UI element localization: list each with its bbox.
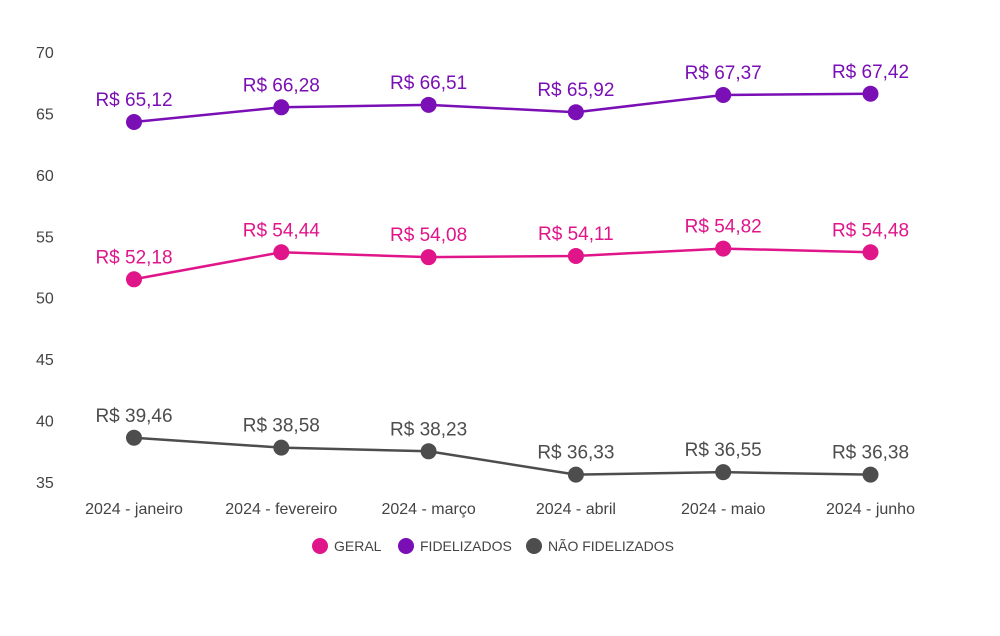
data-label: R$ 36,55 bbox=[685, 440, 762, 461]
data-label: R$ 54,82 bbox=[685, 217, 762, 238]
y-tick-label: 60 bbox=[36, 168, 54, 185]
y-tick-label: 35 bbox=[36, 475, 54, 492]
data-label: R$ 36,33 bbox=[537, 443, 614, 464]
data-point bbox=[420, 96, 437, 113]
y-axis: 70 65 60 55 50 45 40 35 bbox=[36, 45, 54, 492]
data-label: R$ 66,51 bbox=[390, 73, 467, 94]
data-point bbox=[273, 244, 290, 261]
x-axis: 2024 - janeiro 2024 - fevereiro 2024 - mar… bbox=[85, 501, 915, 518]
series-fidelizados: R$ 65,12 R$ 66,28 R$ 66,51 R$ 65,92 R$ 67,37… bbox=[95, 62, 909, 131]
data-point bbox=[420, 249, 437, 266]
x-tick-label: 2024 - janeiro bbox=[85, 501, 183, 518]
data-point bbox=[567, 466, 584, 483]
data-label: R$ 65,92 bbox=[537, 80, 614, 101]
series-layer: R$ 52,18 R$ 54,44 R$ 54,08 R$ 54,11 R$ 54,82… bbox=[95, 62, 909, 483]
y-tick-label: 45 bbox=[36, 352, 54, 369]
data-label: R$ 66,28 bbox=[243, 75, 320, 96]
series-n-o-fidelizados: R$ 39,46 R$ 38,58 R$ 38,23 R$ 36,33 R$ 36,55… bbox=[95, 406, 909, 483]
data-label: R$ 38,23 bbox=[390, 419, 467, 440]
series-line bbox=[133, 247, 871, 281]
data-point bbox=[715, 87, 732, 103]
data-label: R$ 65,12 bbox=[95, 90, 172, 111]
legend-item: GERAL bbox=[312, 538, 382, 554]
y-tick-label: 40 bbox=[36, 414, 54, 431]
data-label: R$ 52,18 bbox=[95, 247, 172, 268]
y-tick-label: 50 bbox=[36, 291, 54, 308]
data-label: R$ 67,37 bbox=[685, 63, 762, 84]
series-geral: R$ 52,18 R$ 54,44 R$ 54,08 R$ 54,11 R$ 54,82… bbox=[95, 217, 909, 288]
data-label: R$ 36,38 bbox=[832, 443, 909, 464]
legend-marker bbox=[526, 538, 542, 554]
y-tick-label: 65 bbox=[36, 106, 54, 123]
legend-label: NÃO FIDELIZADOS bbox=[548, 538, 674, 554]
series-line bbox=[133, 92, 871, 124]
data-label: R$ 54,48 bbox=[832, 220, 909, 241]
data-point bbox=[567, 247, 584, 264]
x-tick-label: 2024 - abril bbox=[536, 501, 616, 518]
x-tick-label: 2024 - maio bbox=[681, 501, 766, 518]
legend-item: FIDELIZADOS bbox=[398, 538, 512, 554]
data-point bbox=[862, 466, 879, 483]
x-tick-label: 2024 - junho bbox=[826, 501, 915, 518]
series-line bbox=[133, 436, 871, 476]
legend-label: FIDELIZADOS bbox=[420, 538, 512, 554]
data-label: R$ 39,46 bbox=[95, 406, 172, 427]
data-label: R$ 67,42 bbox=[832, 62, 909, 83]
x-tick-label: 2024 - março bbox=[381, 501, 475, 518]
y-tick-label: 70 bbox=[36, 45, 54, 62]
data-point bbox=[126, 114, 142, 131]
data-point bbox=[126, 429, 142, 446]
y-tick-label: 55 bbox=[36, 229, 54, 246]
data-point bbox=[126, 271, 142, 288]
data-label: R$ 54,11 bbox=[538, 224, 614, 245]
legend-marker bbox=[312, 538, 328, 554]
data-point bbox=[420, 443, 437, 460]
data-label: R$ 54,44 bbox=[243, 220, 321, 241]
legend-marker bbox=[398, 538, 414, 554]
data-point bbox=[715, 464, 732, 481]
x-tick-label: 2024 - fevereiro bbox=[225, 501, 337, 518]
data-point bbox=[862, 244, 879, 261]
data-point bbox=[715, 240, 732, 257]
data-point bbox=[862, 85, 879, 102]
data-label: R$ 38,58 bbox=[243, 416, 320, 437]
data-label: R$ 54,08 bbox=[390, 225, 467, 246]
legend-label: GERAL bbox=[334, 538, 382, 554]
legend: GERAL FIDELIZADOS NÃO FIDELIZADOS bbox=[312, 538, 674, 554]
data-point bbox=[273, 99, 290, 116]
legend-item: NÃO FIDELIZADOS bbox=[526, 538, 674, 554]
data-point bbox=[273, 439, 290, 456]
data-point bbox=[567, 104, 584, 121]
